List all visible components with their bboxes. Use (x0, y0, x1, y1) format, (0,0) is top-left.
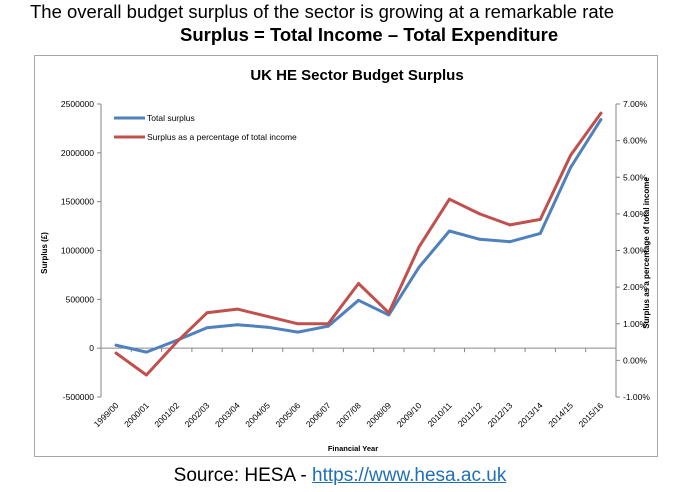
data-point-surplus-pct (296, 322, 300, 326)
y-tick-label: -500000 (63, 392, 94, 402)
axes: -500000 0 500000 1000000 1500000 2000000 25000… (61, 99, 650, 429)
legend: Total surplus Surplus as a percentage of… (114, 113, 297, 142)
data-point-surplus-pct (235, 307, 239, 311)
data-point-total-surplus (145, 350, 148, 354)
x-tick-label: 2011/12 (456, 400, 485, 429)
data-point-total-surplus (508, 240, 512, 244)
data-point-surplus-pct (417, 245, 421, 249)
x-tick-label: 2013/14 (516, 400, 545, 429)
x-tick-label: 2005/06 (274, 400, 303, 429)
y2-tick-label: 4.00% (623, 209, 648, 219)
data-point-surplus-pct (538, 218, 542, 221)
x-tick-label: 2010/11 (425, 400, 454, 429)
data-point-total-surplus (569, 166, 572, 169)
data-point-surplus-pct (175, 340, 179, 344)
x-tick-label: 2004/05 (243, 400, 272, 429)
data-point-total-surplus (235, 323, 239, 327)
y-tick-label: 500000 (66, 294, 95, 304)
y-tick-label: 2500000 (61, 99, 94, 109)
legend-label-surplus-pct: Surplus as a percentage of total income (147, 132, 297, 142)
x-tick-label: 2007/08 (334, 400, 363, 429)
y2-tick-label: 0.00% (623, 355, 648, 365)
x-tick-label: 2014/15 (546, 400, 575, 429)
data-point-surplus-pct (387, 311, 391, 315)
x-tick-label: 2006/07 (304, 400, 333, 429)
data-point-surplus-pct (114, 351, 118, 355)
data-point-surplus-pct (326, 322, 330, 326)
y2-tick-label: 3.00% (623, 246, 648, 256)
data-point-total-surplus (599, 118, 603, 121)
x-tick-label: 2001/02 (152, 400, 181, 429)
surplus-formula: Surplus = Total Income – Total Expenditu… (180, 24, 559, 45)
data-point-total-surplus (357, 298, 360, 302)
x-axis-label: Financial Year (328, 444, 378, 453)
data-point-surplus-pct (205, 311, 209, 315)
data-point-surplus-pct (478, 212, 482, 216)
data-point-total-surplus (266, 325, 269, 329)
data-point-total-surplus (296, 330, 300, 334)
hesa-link[interactable]: https://www.hesa.ac.uk (312, 465, 507, 486)
y-axis-label: Surplus (£) (40, 232, 49, 274)
chart-title: UK HE Sector Budget Surplus (250, 67, 463, 84)
chart-frame: UK HE Sector Budget Surplus -500000 0 5000… (34, 55, 658, 457)
budget-surplus-chart: UK HE Sector Budget Surplus -500000 0 5000… (40, 67, 651, 453)
y2-tick-label: -1.00% (623, 392, 650, 402)
legend-label-total-surplus: Total surplus (147, 113, 195, 123)
slide-headline: The overall budget surplus of the sector… (30, 1, 615, 22)
data-point-surplus-pct (145, 373, 148, 377)
series-line-total-surplus (114, 118, 603, 354)
x-tick-label: 2008/09 (364, 400, 393, 429)
data-point-surplus-pct (599, 111, 603, 115)
x-tick-label: 2015/16 (576, 400, 605, 429)
y-tick-label: 1500000 (61, 197, 94, 207)
plot-lines (114, 111, 603, 377)
y2-tick-label: 6.00% (623, 136, 648, 146)
x-tick-label: 1999/00 (92, 400, 121, 429)
data-point-total-surplus (326, 324, 330, 328)
data-point-total-surplus (417, 265, 421, 269)
y-tick-label: 0 (89, 343, 94, 353)
data-point-total-surplus (114, 343, 118, 347)
data-point-surplus-pct (508, 223, 512, 227)
y2-axis-label: Surplus as a percentage of total income (642, 177, 651, 329)
source-line: Source: HESA - https://www.hesa.ac.uk (0, 464, 680, 488)
x-tick-label: 2003/04 (213, 400, 242, 429)
x-tick-label: 2002/03 (183, 400, 212, 429)
y2-tick-label: 5.00% (623, 172, 648, 182)
y2-tick-label: 7.00% (623, 99, 648, 109)
x-tick-label: 2009/10 (395, 400, 424, 429)
data-point-surplus-pct (448, 197, 451, 201)
data-point-total-surplus (205, 326, 209, 330)
data-point-total-surplus (478, 237, 482, 241)
x-tick-label: 2012/13 (486, 400, 515, 429)
data-point-total-surplus (448, 229, 451, 233)
y2-tick-label: 2.00% (623, 282, 648, 292)
data-point-surplus-pct (569, 153, 572, 157)
data-point-surplus-pct (357, 282, 360, 285)
data-point-total-surplus (538, 232, 542, 235)
x-tick-label: 2000/01 (122, 400, 151, 429)
source-prefix: Source: HESA - (173, 465, 312, 486)
y-tick-label: 1000000 (61, 246, 94, 256)
y2-tick-label: 1.00% (623, 319, 648, 329)
data-point-surplus-pct (266, 315, 269, 318)
y-tick-label: 2000000 (61, 148, 94, 158)
data-point-total-surplus (387, 313, 391, 317)
